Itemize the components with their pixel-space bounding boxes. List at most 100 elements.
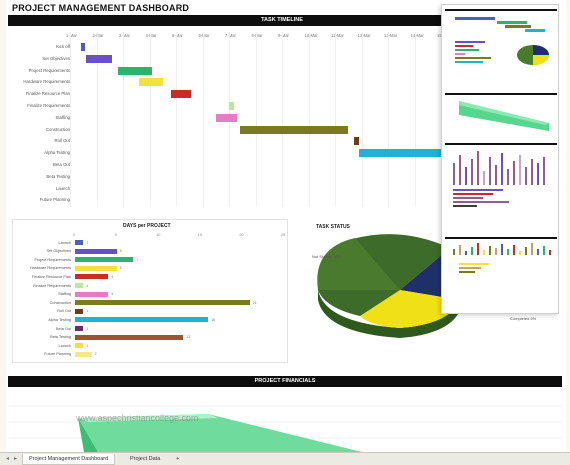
financials-area-front <box>78 414 362 452</box>
days-bar[interactable] <box>75 326 84 331</box>
timeline-month-label: 10-Mar <box>304 33 318 38</box>
thumbnail-column <box>525 247 527 255</box>
timeline-month-label: 7-Mar <box>225 33 236 38</box>
thumbnail-bars[interactable] <box>445 143 557 215</box>
timeline-task-bar[interactable] <box>229 102 235 110</box>
timeline-month-label: 5-Mar <box>172 33 183 38</box>
days-bar[interactable] <box>75 257 134 263</box>
timeline-month-label: 9-Mar <box>278 33 289 38</box>
pie-slice-not-started <box>317 238 400 290</box>
timeline-task-label: Beta Out <box>53 162 70 167</box>
tab-project-data[interactable]: Project Data <box>130 456 161 462</box>
pie-label-not-started: Not Started 40% <box>312 254 342 259</box>
timeline-gridline <box>176 32 177 207</box>
timeline-task-bar[interactable] <box>117 66 153 75</box>
days-bar[interactable] <box>75 248 117 254</box>
timeline-gridline <box>414 32 416 207</box>
timeline-gridline <box>282 32 283 207</box>
timeline-month-label: 2-Mar <box>92 33 104 38</box>
thumbnail-column <box>495 248 497 255</box>
thumbnail-hbar <box>453 201 509 203</box>
thumbnail-column <box>501 244 503 255</box>
timeline-month-label: 11-Mar <box>331 33 344 38</box>
timeline-task-bar[interactable] <box>138 78 163 87</box>
timeline-month-label: 6-Mar <box>198 33 210 38</box>
thumbnail-column <box>537 249 539 255</box>
timeline-task-bar[interactable] <box>353 137 359 146</box>
days-bar[interactable] <box>75 308 84 314</box>
days-bar-value: 1 <box>86 309 89 314</box>
thumbnail-bar <box>471 159 473 185</box>
days-bar[interactable] <box>75 300 250 306</box>
timeline-task-label: Finalize Resource Plan <box>25 91 70 97</box>
tab-project-management-dashboard[interactable]: Project Management Dashboard <box>22 454 116 465</box>
days-bar[interactable] <box>75 265 117 271</box>
timeline-task-bar[interactable] <box>358 149 441 158</box>
thumbnail-bar <box>513 161 515 185</box>
thumbnail-bar <box>525 167 527 185</box>
days-bar[interactable] <box>75 283 84 288</box>
timeline-month-label: 14-Mar <box>410 33 424 38</box>
days-bar-value: 13 <box>186 335 191 340</box>
timeline-task-label: Alpha Testing <box>44 150 70 156</box>
days-bar-value: 1 <box>86 326 89 331</box>
timeline-task-label: Set Objectives <box>42 55 70 61</box>
timeline-task-label: Hardware Requirements <box>23 79 70 85</box>
timeline-task-label: Kick off <box>55 44 70 49</box>
thumbnail-legend-swatch <box>459 267 481 269</box>
project-financials-heading: PROJECT FINANCIALS <box>8 376 562 387</box>
thumbnail-bar <box>495 165 497 185</box>
days-chart-title: DAYS per PROJECT <box>123 223 171 229</box>
thumbnail-column <box>459 245 461 255</box>
days-bar[interactable] <box>75 334 184 340</box>
chart-thumbnail-panel[interactable] <box>441 4 559 314</box>
timeline-task-bar[interactable] <box>170 90 191 99</box>
timeline-gridline <box>361 32 363 207</box>
days-per-project-chart[interactable]: DAYS per PROJECT 0 5 10 15 20 25 Launch 1 Set Ob… <box>12 219 288 363</box>
timeline-gridline <box>202 32 204 207</box>
timeline-month-label: 1-Mar <box>66 33 77 38</box>
days-bar-value: 21 <box>252 300 257 305</box>
add-sheet-button[interactable]: + <box>176 456 180 462</box>
days-axis-tick: 20 <box>239 233 244 237</box>
tab-scroll-right-icon[interactable]: ▸ <box>14 456 18 462</box>
days-bar[interactable] <box>75 343 84 349</box>
thumbnail-column <box>453 249 455 255</box>
thumbnail-column <box>483 250 485 255</box>
days-bar[interactable] <box>75 317 209 323</box>
days-bar[interactable] <box>75 351 92 357</box>
thumbnail-bar <box>537 163 539 185</box>
timeline-task-bar[interactable] <box>80 43 85 51</box>
timeline-gridline <box>308 32 310 207</box>
pie-slice-green-low <box>318 290 400 316</box>
timeline-month-label: 12-Mar <box>357 33 371 38</box>
days-category-label: Launch <box>58 240 71 245</box>
sheet-tab-bar: ◂ ▸ Project Management Dashboard Project… <box>0 452 570 465</box>
financials-area-top <box>78 414 218 422</box>
task-status-title: TASK STATUS <box>316 224 350 230</box>
task-status-pie-chart[interactable] <box>300 228 460 338</box>
timeline-task-bar[interactable] <box>85 54 113 63</box>
project-financials-chart[interactable] <box>8 388 562 452</box>
days-bar-value: 1 <box>86 283 89 288</box>
timeline-task-bar[interactable] <box>239 125 349 134</box>
thumbnail-legend-swatch <box>459 271 475 273</box>
days-bar[interactable] <box>75 274 109 280</box>
days-bar-value: 16 <box>211 317 216 322</box>
task-timeline-heading: TASK TIMELINE <box>8 15 556 26</box>
days-axis-tick: 15 <box>197 233 203 237</box>
thumbnail-timeline[interactable] <box>445 9 557 89</box>
thumbnail-column <box>513 245 515 255</box>
timeline-task-bar[interactable] <box>215 113 237 122</box>
tab-scroll-left-icon[interactable]: ◂ <box>6 456 10 462</box>
days-bar[interactable] <box>75 240 84 245</box>
thumbnail-columns[interactable] <box>445 237 557 313</box>
days-bar[interactable] <box>75 291 109 297</box>
days-axis-tick: 5 <box>114 233 117 237</box>
thumbnail-bar <box>483 171 485 185</box>
thumbnail-column <box>477 243 479 255</box>
timeline-gridline <box>96 32 98 207</box>
thumbnail-column <box>519 251 521 255</box>
thumbnail-financials[interactable] <box>445 93 557 139</box>
